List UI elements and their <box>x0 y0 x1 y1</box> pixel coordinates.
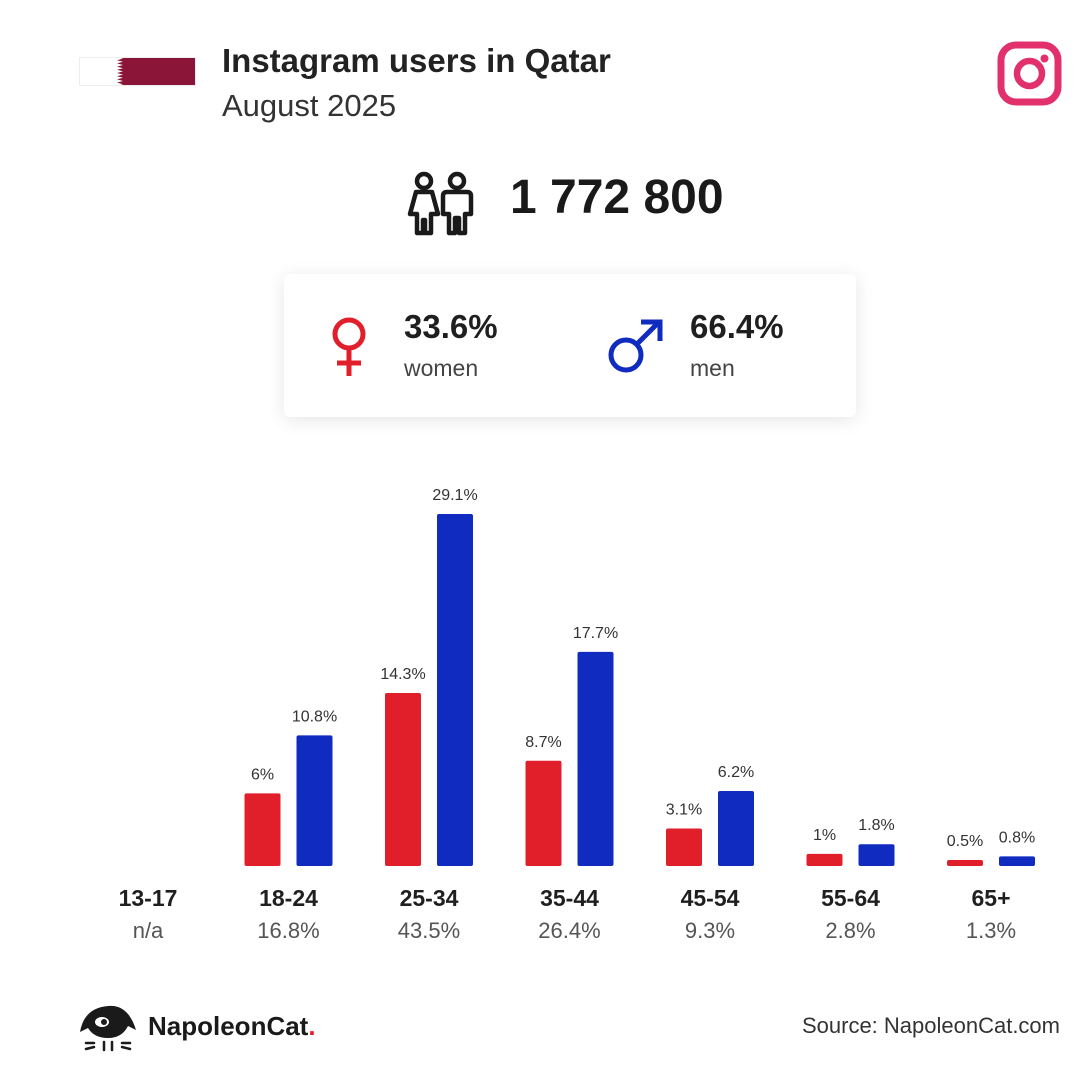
source-text: Source: NapoleonCat.com <box>801 1013 1060 1038</box>
bar-label-women-55-64: 1% <box>813 827 836 844</box>
bar-label-men-35-44: 17.7% <box>573 625 618 642</box>
bar-label-women-18-24: 6% <box>251 766 274 783</box>
bar-label-women-25-34: 14.3% <box>380 666 425 683</box>
category-label-65+: 65+ <box>971 885 1010 911</box>
category-label-55-64: 55-64 <box>821 885 880 911</box>
people-icon <box>407 171 474 236</box>
bar-label-women-65+: 0.5% <box>947 833 983 850</box>
total-users-value: 1 772 800 <box>510 171 724 224</box>
category-total-45-54: 9.3% <box>685 918 735 943</box>
brand-name-text: NapoleonCat <box>148 1011 309 1041</box>
bar-label-women-45-54: 3.1% <box>666 802 702 819</box>
bar-men-18-24 <box>296 735 333 866</box>
category-total-65+: 1.3% <box>966 918 1016 943</box>
category-label-18-24: 18-24 <box>259 885 318 911</box>
bar-label-men-25-34: 29.1% <box>432 487 477 504</box>
bar-label-men-45-54: 6.2% <box>718 764 754 781</box>
bar-men-55-64 <box>858 844 895 866</box>
page-subtitle: August 2025 <box>222 88 397 123</box>
qatar-flag-icon <box>79 57 196 86</box>
page-title: Instagram users in Qatar <box>222 42 611 79</box>
category-label-45-54: 45-54 <box>681 885 740 911</box>
bar-women-25-34 <box>385 693 421 866</box>
gender-split-card: 33.6% women 66.4% men <box>284 274 856 417</box>
women-percent: 33.6% <box>404 308 498 345</box>
bar-men-25-34 <box>437 514 473 866</box>
category-label-25-34: 25-34 <box>400 885 459 911</box>
category-total-18-24: 16.8% <box>257 918 319 943</box>
bar-women-55-64 <box>806 853 843 866</box>
women-label: women <box>404 355 479 381</box>
bar-men-45-54 <box>718 791 754 866</box>
bar-women-35-44 <box>525 760 562 866</box>
instagram-icon <box>997 41 1062 106</box>
male-symbol-icon <box>608 319 663 373</box>
female-symbol-icon <box>332 317 366 376</box>
bar-women-65+ <box>947 859 983 866</box>
men-percent: 66.4% <box>690 308 784 345</box>
brand-dot: . <box>308 1011 316 1041</box>
bar-women-45-54 <box>666 828 702 866</box>
category-total-35-44: 26.4% <box>538 918 600 943</box>
bar-men-35-44 <box>577 651 614 866</box>
bar-label-men-65+: 0.8% <box>999 829 1035 846</box>
age-distribution-chart: 13-17 n/a 6% 10.8% 18-24 16.8% 14.3% 29.1% 25-34… <box>119 487 1036 943</box>
men-label: men <box>690 355 735 381</box>
category-label-35-44: 35-44 <box>540 885 599 911</box>
bar-label-men-18-24: 10.8% <box>292 708 337 725</box>
brand-name: NapoleonCat. <box>148 1011 316 1042</box>
category-total-55-64: 2.8% <box>825 918 875 943</box>
bar-men-65+ <box>999 856 1035 866</box>
category-label-13-17: 13-17 <box>119 885 178 911</box>
category-total-25-34: 43.5% <box>398 918 460 943</box>
bar-label-men-55-64: 1.8% <box>858 817 894 834</box>
category-total-13-17: n/a <box>133 918 164 943</box>
napoleoncat-logo-icon <box>80 1005 136 1052</box>
bar-label-women-35-44: 8.7% <box>525 734 561 751</box>
bar-women-18-24 <box>244 793 281 866</box>
